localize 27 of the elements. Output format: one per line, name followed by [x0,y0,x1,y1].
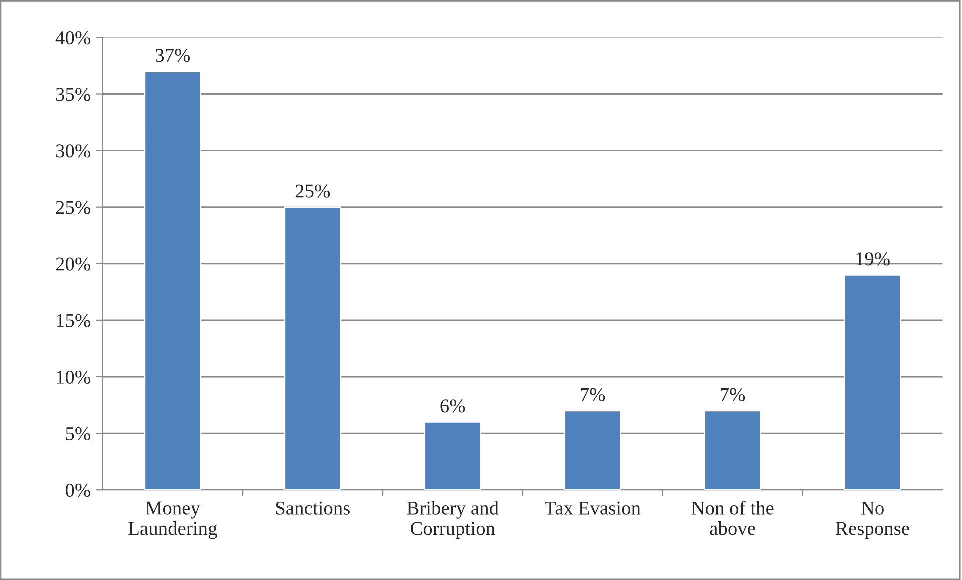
y-tick-label: 35% [56,88,90,102]
bar [704,410,762,490]
y-tick-label: 10% [57,370,90,384]
data-label: 7% [721,388,746,402]
data-label: 6% [440,400,466,413]
y-tick-label: 25% [56,201,90,214]
bar [284,206,342,490]
bar [564,410,622,490]
y-tick-label: 5% [66,427,90,441]
y-tick-label: 20% [56,258,90,271]
bar [844,274,902,490]
x-tick-label: Money Laundering [128,502,218,540]
data-label: 19% [856,252,890,266]
y-tick-label: 30% [56,144,90,158]
y-tick-label: 15% [57,314,90,328]
y-tick-label: 0% [66,484,90,498]
x-tick-label: Sanctions [276,502,350,515]
x-tick-label: No Response [836,502,910,540]
y-tick-label: 40% [56,32,90,45]
x-tick-label: Bribery and Corruption [407,501,499,540]
data-label: 7% [581,388,606,402]
bar [144,70,202,490]
data-label: 37% [156,49,190,62]
bar [424,422,482,490]
data-label: 25% [296,184,330,198]
x-tick-label: Non of the above [692,501,774,536]
x-tick-label: Tax Evasion [545,502,641,515]
